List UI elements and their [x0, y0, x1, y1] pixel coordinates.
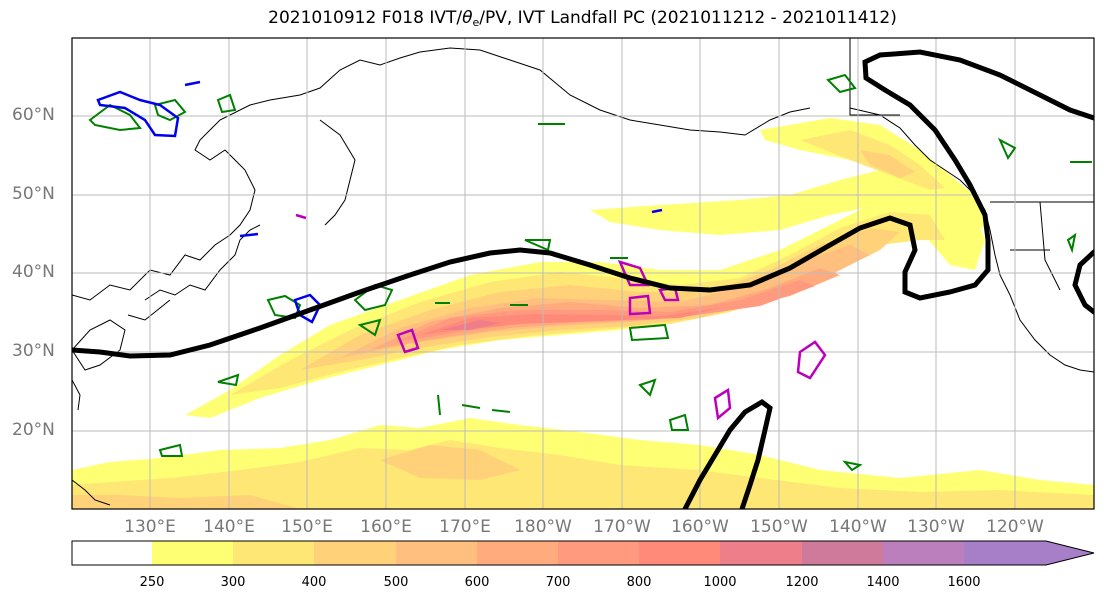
colorbar-segment-7	[639, 541, 720, 565]
colorbar-segment-9	[802, 541, 883, 565]
colorbar-tick-300: 300	[220, 575, 246, 590]
lon-label-150e: 150°E	[281, 517, 333, 537]
colorbar-frame	[71, 540, 1095, 566]
colorbar-segment-5	[477, 541, 558, 565]
lon-label-150w: 150°W	[750, 517, 808, 537]
lat-label-40n: 40°N	[12, 262, 55, 282]
lon-label-120w: 120°W	[986, 517, 1044, 537]
lon-label-170e: 170°E	[439, 517, 491, 537]
colorbar-tick-800: 800	[626, 575, 652, 590]
lat-label-30n: 30°N	[12, 341, 55, 361]
lon-label-140e: 140°E	[203, 517, 255, 537]
colorbar-segment-3	[314, 541, 396, 565]
colorbar-tick-1600: 1600	[947, 575, 981, 590]
colorbar-segment-2	[233, 541, 314, 565]
ivt-fill	[72, 118, 1094, 509]
lon-label-160e: 160°E	[360, 517, 412, 537]
lon-label-160w: 160°W	[671, 517, 729, 537]
colorbar-tick-1400: 1400	[866, 575, 900, 590]
lon-label-170w: 170°W	[593, 517, 651, 537]
colorbar-segment-10	[883, 541, 964, 565]
lat-label-60n: 60°N	[12, 105, 55, 125]
colorbar-segment-6	[558, 541, 639, 565]
borders	[849, 38, 1094, 291]
lat-label-20n: 20°N	[12, 420, 55, 440]
lon-label-140w: 140°W	[829, 517, 887, 537]
map-title: 2021010912 F018 IVT/θe/PV, IVT Landfall …	[268, 8, 897, 29]
colorbar	[71, 540, 1095, 566]
colorbar-tick-400: 400	[301, 575, 327, 590]
colorbar-segment-1	[152, 541, 233, 565]
lon-label-180w: 180°W	[514, 517, 572, 537]
colorbar-segment-11	[964, 541, 1094, 565]
colorbar-tick-250: 250	[139, 575, 165, 590]
colorbar-segment-0	[72, 541, 152, 565]
colorbar-tick-1000: 1000	[703, 575, 737, 590]
colorbar-tick-600: 600	[464, 575, 490, 590]
colorbar-tick-500: 500	[383, 575, 409, 590]
lon-label-130e: 130°E	[124, 517, 176, 537]
colorbar-tick-700: 700	[545, 575, 571, 590]
lat-label-50n: 50°N	[12, 184, 55, 204]
colorbar-tick-1200: 1200	[785, 575, 819, 590]
lon-label-130w: 130°W	[907, 517, 965, 537]
colorbar-segment-8	[720, 541, 802, 565]
colorbar-segment-4	[396, 541, 477, 565]
map-frame	[71, 37, 1095, 510]
ivt-landfall-contours	[72, 49, 1094, 509]
